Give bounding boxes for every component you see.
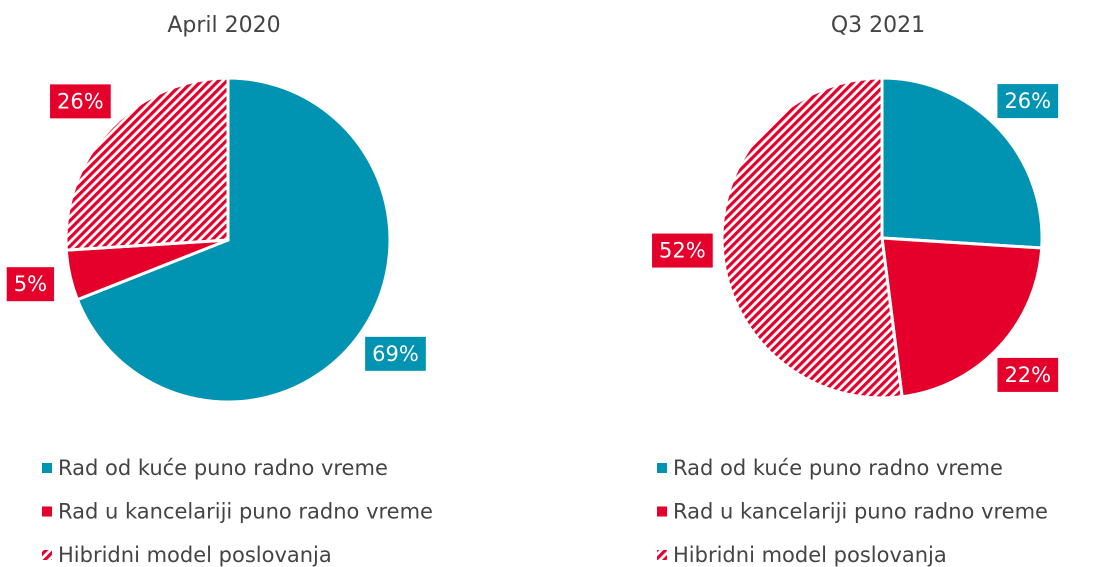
legend-swatch [657,506,667,517]
legend-swatch [42,506,52,517]
chart-title: Q3 2021 [831,13,925,38]
legend-label: Hibridni model poslovanja [673,543,947,567]
data-label: 22% [1004,363,1051,387]
legend-label: Rad u kancelariji puno radno vreme [58,500,433,524]
data-label-box [997,357,1059,392]
legend-label: Hibridni model poslovanja [58,543,332,567]
pie-slice [64,76,230,252]
chart-title: April 2020 [167,13,280,38]
legend-label: Rad od kuće puno radno vreme [673,456,1003,480]
data-label: 5% [14,272,47,296]
pie-slice [880,236,1044,399]
data-label: 26% [57,89,104,113]
data-label-box [652,233,713,268]
data-label: 52% [659,239,706,263]
legend-label: Rad u kancelariji puno radno vreme [673,500,1048,524]
pie-slice [720,76,904,400]
data-label-box [6,267,55,302]
data-label: 26% [1004,89,1051,113]
pie-slice [880,76,1044,250]
legend-swatch [657,463,667,473]
pie-slice [75,76,392,404]
data-label-box [365,336,426,371]
data-label-box [997,84,1059,119]
legend-label: Rad od kuće puno radno vreme [58,456,388,480]
legend-swatch [42,463,52,473]
legend-swatch [42,550,52,560]
legend-swatch [657,550,667,560]
data-label-box [50,84,111,119]
data-label: 69% [372,342,419,366]
